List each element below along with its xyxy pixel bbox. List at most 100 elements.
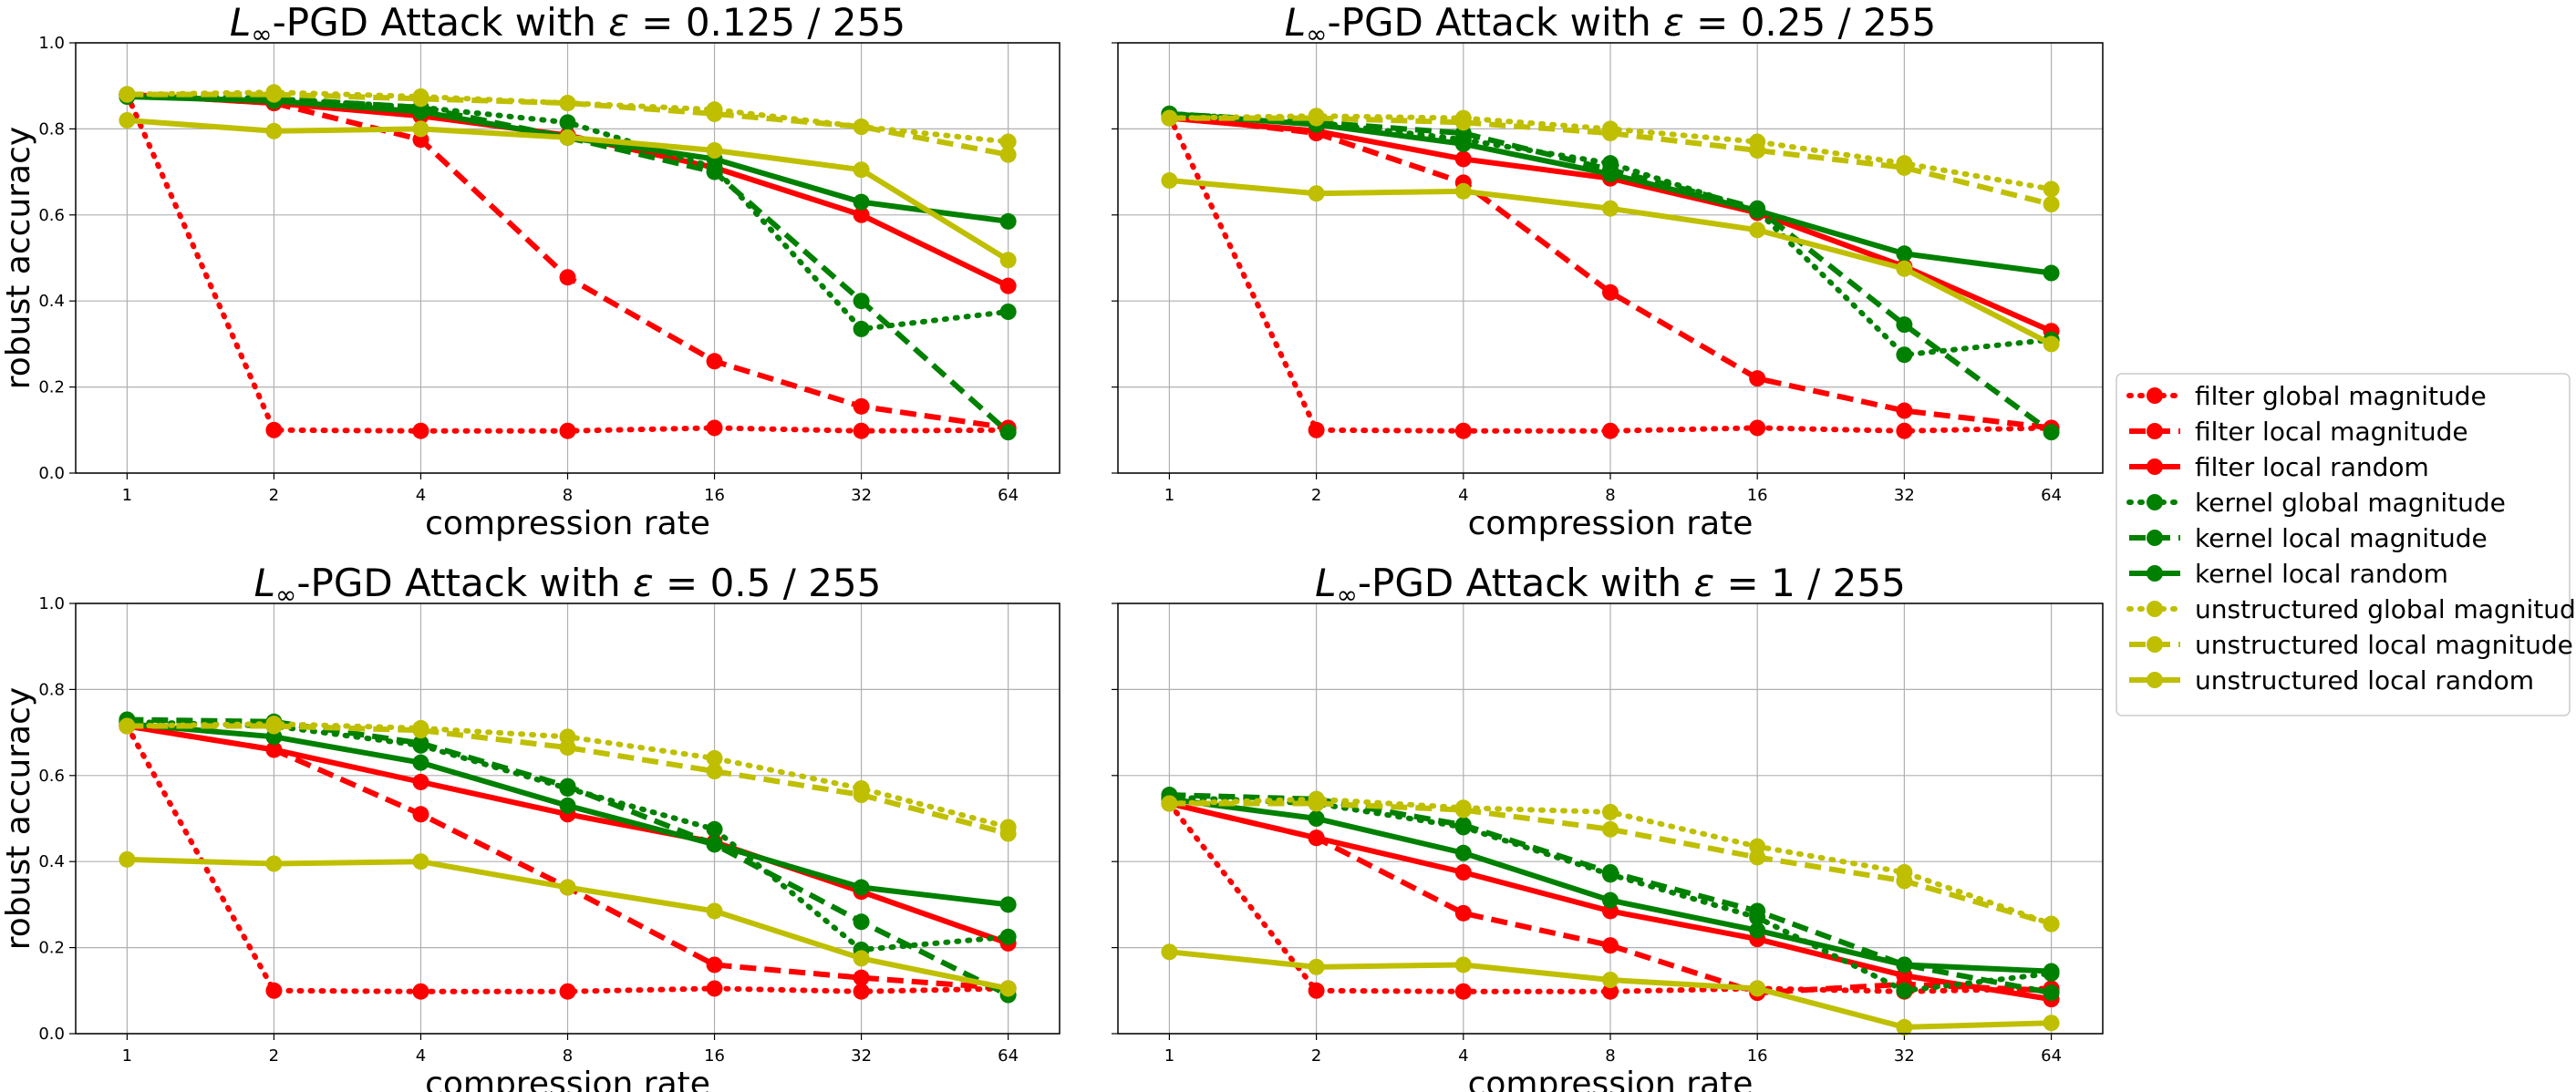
- data-point: [1308, 795, 1325, 812]
- data-point: [412, 773, 429, 790]
- x-tick-label: 16: [704, 1046, 725, 1066]
- x-tick-label: 1: [1164, 486, 1174, 505]
- y-axis-label: robust accuracy: [0, 687, 37, 950]
- data-point: [853, 422, 870, 439]
- data-point: [2043, 180, 2060, 198]
- data-point: [706, 749, 723, 767]
- legend-marker: [2147, 387, 2163, 404]
- data-point: [1161, 172, 1178, 190]
- legend-entry: unstructured global magnitude: [2126, 594, 2576, 624]
- legend-label: unstructured local random: [2195, 665, 2534, 695]
- x-tick-label: 4: [416, 1046, 426, 1066]
- x-axis-label: compression rate: [1468, 505, 1754, 542]
- x-tick-label: 16: [704, 486, 725, 505]
- chart-legend: filter global magnitude filter local magn…: [2116, 373, 2576, 716]
- data-point: [412, 103, 429, 120]
- data-point: [1602, 200, 1619, 217]
- data-point: [706, 836, 723, 853]
- legend-label: kernel local magnitude: [2195, 523, 2488, 553]
- data-point: [2043, 984, 2060, 1002]
- data-point: [2043, 196, 2060, 212]
- data-point: [1602, 972, 1619, 988]
- x-axis-label: compression rate: [1468, 1066, 1754, 1092]
- x-tick-label: 32: [1894, 1046, 1915, 1066]
- data-point: [1602, 422, 1619, 439]
- x-tick-label: 32: [851, 1046, 872, 1066]
- data-point: [1749, 142, 1766, 159]
- data-point: [1896, 956, 1913, 974]
- data-point: [1308, 421, 1325, 438]
- data-point: [1896, 346, 1913, 364]
- data-point: [1749, 419, 1766, 437]
- data-point: [412, 806, 429, 823]
- data-point: [559, 797, 576, 814]
- data-point: [1161, 795, 1178, 812]
- data-point: [412, 853, 429, 871]
- data-point: [1454, 904, 1472, 922]
- data-point: [1454, 114, 1472, 131]
- data-point: [853, 320, 870, 337]
- data-point: [999, 277, 1017, 294]
- data-point: [2043, 1015, 2060, 1032]
- data-point: [706, 956, 723, 974]
- data-point: [1896, 422, 1913, 439]
- data-point: [559, 778, 576, 795]
- data-point: [412, 983, 429, 1000]
- data-point: [2043, 963, 2060, 980]
- data-point: [853, 193, 870, 211]
- y-tick-label: 1.0: [38, 34, 65, 53]
- x-tick-label: 4: [416, 486, 426, 505]
- data-point: [265, 86, 283, 103]
- plot-frame: [75, 42, 1060, 474]
- data-point: [999, 424, 1017, 441]
- data-point: [853, 879, 870, 896]
- x-tick-label: 16: [1747, 1046, 1768, 1066]
- legend-box: [2116, 373, 2571, 716]
- y-tick-label: 1.0: [38, 594, 65, 613]
- plot-frame: [1117, 42, 2104, 474]
- x-tick-label: 8: [1605, 1046, 1615, 1066]
- chart-panel-4: 1 2 4 8 16 32 64 L∞-PGD Attack with ε = 1 / 255…: [1112, 561, 2104, 1092]
- data-point: [412, 422, 429, 439]
- x-tick-label: 2: [269, 1046, 279, 1066]
- data-point: [1896, 982, 1913, 999]
- data-point: [1308, 185, 1325, 202]
- legend-entry: unstructured local random: [2129, 665, 2534, 695]
- data-point: [412, 722, 429, 739]
- data-point: [706, 902, 723, 920]
- data-point: [853, 969, 870, 986]
- data-point: [1602, 125, 1619, 142]
- data-point: [1602, 820, 1619, 838]
- data-point: [1896, 245, 1913, 263]
- data-point: [1749, 202, 1766, 220]
- panel-title: L∞-PGD Attack with ε = 0.25 / 255: [1285, 0, 1936, 49]
- data-point: [1602, 165, 1619, 182]
- data-point: [999, 896, 1017, 913]
- x-tick-label: 32: [1894, 486, 1915, 505]
- x-tick-label: 64: [998, 1046, 1019, 1066]
- data-point: [559, 95, 576, 112]
- data-point: [265, 717, 283, 735]
- x-tick-label: 2: [269, 486, 279, 505]
- data-point: [412, 754, 429, 771]
- legend-entry: filter local random: [2129, 452, 2429, 482]
- legend-entry: kernel local magnitude: [2129, 523, 2488, 553]
- data-point: [1454, 801, 1472, 819]
- data-point: [1602, 864, 1619, 881]
- data-point: [265, 421, 283, 438]
- legend-label: filter local magnitude: [2195, 417, 2468, 447]
- x-tick-label: 32: [851, 486, 872, 505]
- panel-title: L∞-PGD Attack with ε = 0.125 / 255: [230, 0, 905, 49]
- data-point: [1896, 1018, 1913, 1035]
- data-point: [1896, 316, 1913, 334]
- y-tick-label: 0.6: [38, 767, 65, 786]
- x-tick-label: 4: [1458, 486, 1468, 505]
- data-point: [1749, 849, 1766, 866]
- data-point: [853, 787, 870, 804]
- legend-marker: [2147, 565, 2163, 582]
- legend-label: kernel local random: [2195, 559, 2448, 589]
- legend-entry: unstructured local magnitude: [2129, 630, 2573, 660]
- data-point: [1454, 983, 1472, 1000]
- data-point: [853, 161, 870, 179]
